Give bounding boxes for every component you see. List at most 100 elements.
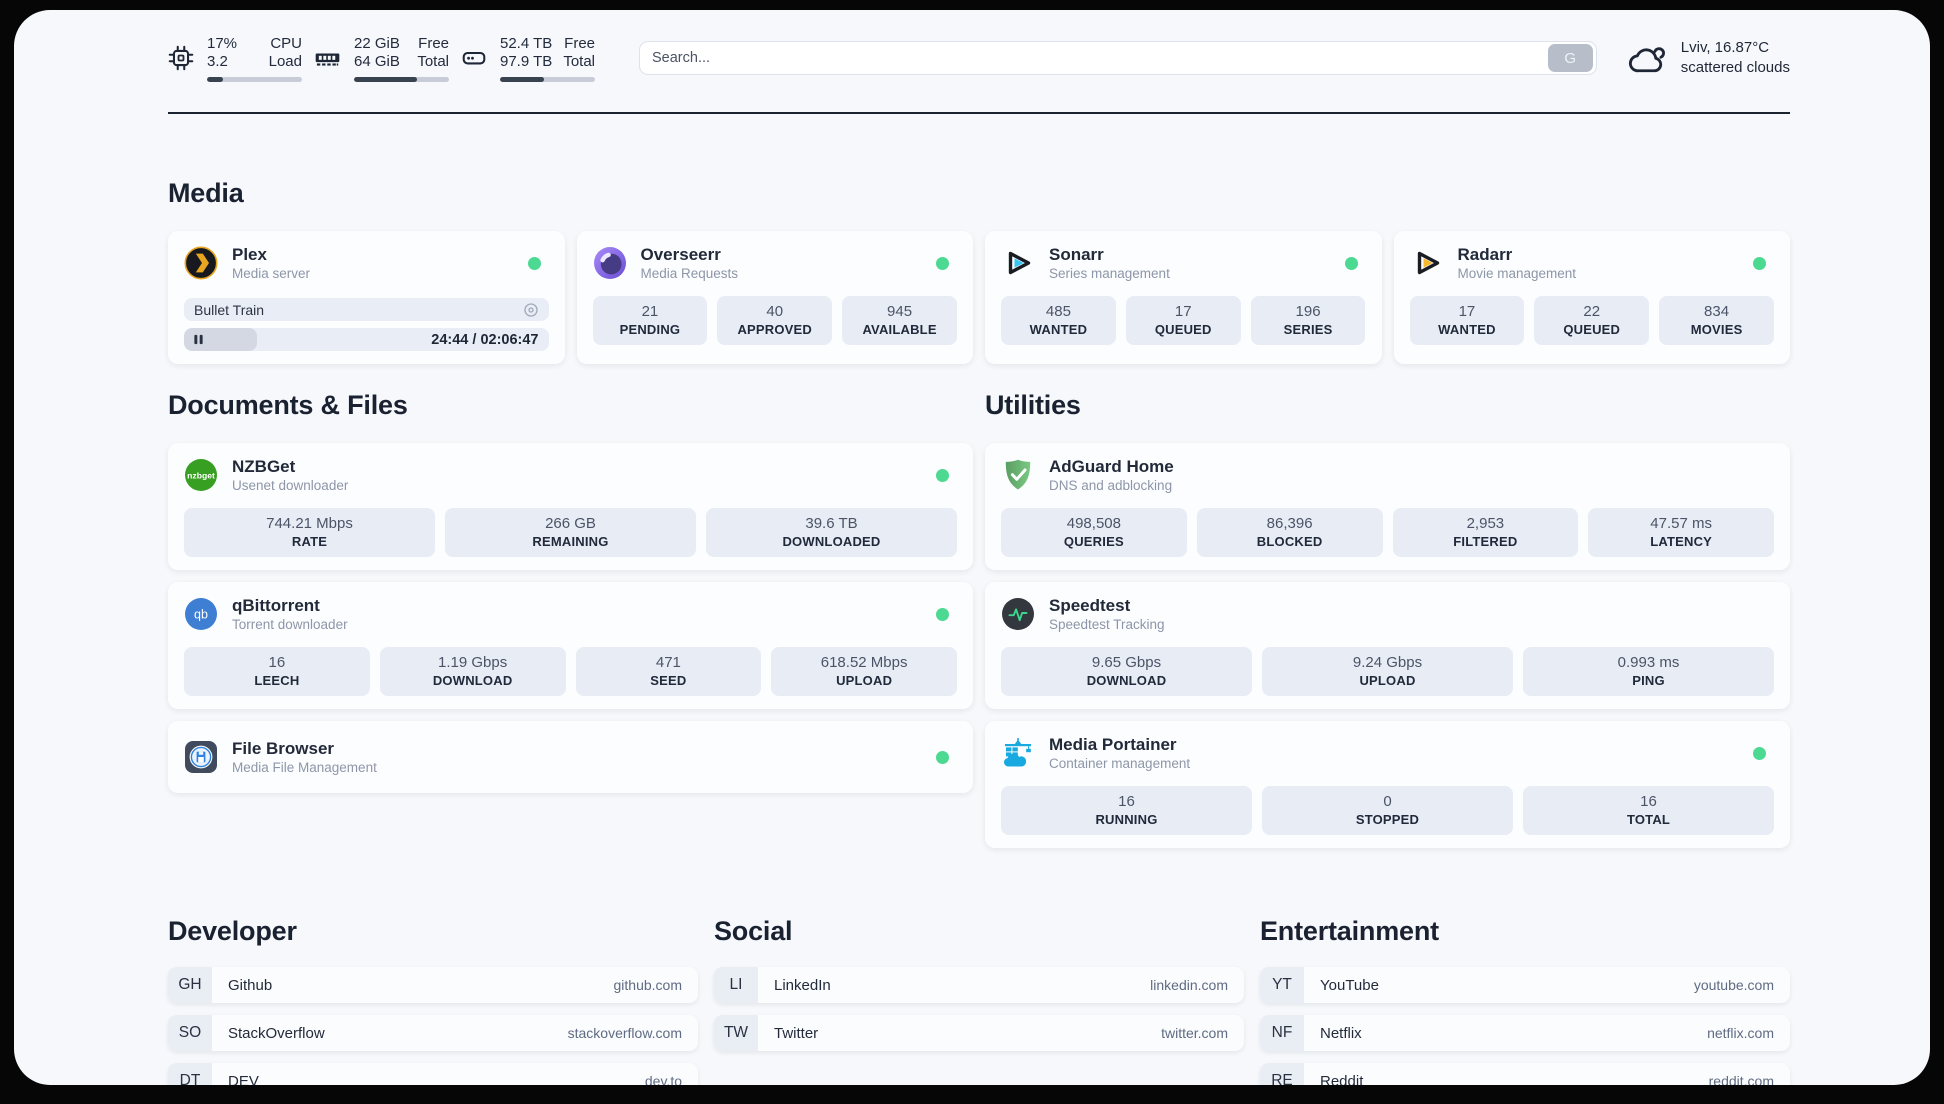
- documents-column: Documents & Files nzbget NZBGet Usenet d…: [168, 364, 973, 805]
- speedtest-icon: [1001, 597, 1035, 631]
- stat-remaining: 266 GB REMAINING: [445, 508, 696, 557]
- disk-icon: [461, 45, 487, 71]
- stat-movies: 834 MOVIES: [1659, 296, 1774, 345]
- weather-condition: scattered clouds: [1680, 59, 1790, 76]
- memory-total-label: Total: [417, 52, 449, 70]
- stat-rate: 744.21 Mbps RATE: [184, 508, 435, 557]
- qbittorrent-card[interactable]: qb qBittorrent Torrent downloader 16 LEE…: [168, 582, 973, 709]
- cpu-percent: 17%: [207, 34, 238, 52]
- stat-total: 16 TOTAL: [1523, 786, 1774, 835]
- sonarr-icon: [1001, 246, 1035, 280]
- stat-queued: 17 QUEUED: [1125, 296, 1241, 345]
- cloud-icon: [1627, 41, 1669, 75]
- search-bar[interactable]: G: [639, 41, 1597, 75]
- stat-latency: 47.57 ms LATENCY: [1588, 508, 1774, 557]
- stat-queued: 22 QUEUED: [1534, 296, 1650, 345]
- link-linkedin[interactable]: LI LinkedIn linkedin.com: [714, 967, 1244, 1003]
- status-dot: [1344, 256, 1358, 270]
- app-subtitle: Usenet downloader: [232, 478, 349, 493]
- stat-download: 1.19 Gbps DOWNLOAD: [379, 647, 566, 696]
- section-title-documents: Documents & Files: [168, 390, 408, 420]
- speedtest-card[interactable]: Speedtest Speedtest Tracking 9.65 Gbps D…: [985, 582, 1790, 709]
- memory-free-value: 22 GiB: [354, 34, 400, 52]
- disk-widget: 52.4 TB 97.9 TB Free Total: [461, 35, 595, 82]
- weather-widget: Lviv, 16.87°C scattered clouds: [1627, 38, 1790, 78]
- memory-progress-bar: [354, 76, 449, 82]
- link-abbr-badge: LI: [714, 967, 758, 1003]
- section-title-social: Social: [714, 916, 793, 946]
- stat-upload: 9.24 Gbps UPLOAD: [1262, 647, 1513, 696]
- link-stackoverflow[interactable]: SO StackOverflow stackoverflow.com: [168, 1015, 698, 1051]
- link-abbr-badge: SO: [168, 1015, 212, 1051]
- filebrowser-card[interactable]: File Browser Media File Management: [168, 721, 973, 793]
- stat-seed: 471 SEED: [575, 647, 762, 696]
- status-dot: [1753, 746, 1766, 760]
- app-subtitle: Media server: [232, 266, 311, 281]
- memory-total-value: 64 GiB: [354, 52, 400, 70]
- sonarr-card[interactable]: Sonarr Series management 485 WANTED 17 Q…: [985, 231, 1382, 364]
- media-cards-row: Plex Media server Bullet Train 24:44 / 0…: [168, 231, 1790, 364]
- adguard-card[interactable]: AdGuard Home DNS and adblocking 498,508 …: [985, 443, 1790, 570]
- link-github[interactable]: GH Github github.com: [168, 967, 698, 1003]
- disk-free-value: 52.4 TB: [500, 34, 553, 52]
- search-engine-button[interactable]: G: [1547, 44, 1593, 72]
- pause-icon[interactable]: [193, 334, 204, 345]
- stat-wanted: 485 WANTED: [1001, 296, 1116, 345]
- link-abbr-badge: TW: [714, 1015, 758, 1051]
- app-subtitle: Media Requests: [640, 266, 739, 281]
- cpu-widget: 17% 3.2 CPU Load: [168, 35, 302, 82]
- link-abbr-badge: RE: [1260, 1063, 1304, 1085]
- app-name: AdGuard Home: [1049, 457, 1174, 476]
- status-dot: [936, 256, 949, 270]
- topbar: 17% 3.2 CPU Load 22 GiB: [168, 32, 1790, 84]
- adguard-icon: [1001, 458, 1035, 492]
- link-dev[interactable]: DT DEV dev.to: [168, 1063, 698, 1085]
- app-name: File Browser: [232, 739, 335, 758]
- svg-text:qb: qb: [194, 608, 208, 622]
- disk-total-value: 97.9 TB: [500, 52, 553, 70]
- plex-card[interactable]: Plex Media server Bullet Train 24:44 / 0…: [168, 231, 565, 364]
- link-abbr-badge: GH: [168, 967, 212, 1003]
- playback-time: 24:44 / 02:06:47: [431, 331, 539, 348]
- bookmark-group-entertainment: Entertainment YT YouTube youtube.com NF …: [1260, 860, 1790, 1085]
- link-netflix[interactable]: NF Netflix netflix.com: [1260, 1015, 1790, 1051]
- stat-downloaded: 39.6 TB DOWNLOADED: [706, 508, 957, 557]
- cpu-icon: [168, 45, 194, 71]
- playback-progress-bar[interactable]: 24:44 / 02:06:47: [184, 328, 549, 351]
- link-abbr-badge: YT: [1260, 967, 1304, 1003]
- section-title-developer: Developer: [168, 916, 297, 946]
- bookmark-group-social: Social LI LinkedIn linkedin.com TW Twitt…: [714, 860, 1244, 1063]
- stat-leech: 16 LEECH: [184, 647, 370, 696]
- app-subtitle: Torrent downloader: [232, 617, 348, 632]
- memory-widget: 22 GiB 64 GiB Free Total: [314, 35, 449, 82]
- status-dot: [1753, 256, 1766, 270]
- stat-series: 196 SERIES: [1250, 296, 1366, 345]
- link-abbr-badge: DT: [168, 1063, 212, 1085]
- link-youtube[interactable]: YT YouTube youtube.com: [1260, 967, 1790, 1003]
- overseerr-card[interactable]: Overseerr Media Requests 21 PENDING 40 A…: [576, 231, 973, 364]
- svg-text:nzbget: nzbget: [187, 470, 215, 480]
- portainer-card[interactable]: Media Portainer Container management 16 …: [985, 721, 1790, 848]
- search-input[interactable]: [640, 50, 1548, 66]
- link-twitter[interactable]: TW Twitter twitter.com: [714, 1015, 1244, 1051]
- utilities-column: Utilities AdGuard Home DNS and adblockin…: [985, 364, 1790, 860]
- now-playing-title: Bullet Train: [194, 301, 265, 318]
- app-name: Speedtest: [1049, 596, 1131, 615]
- radarr-icon: [1410, 246, 1444, 280]
- link-reddit[interactable]: RE Reddit reddit.com: [1260, 1063, 1790, 1085]
- stat-ping: 0.993 ms PING: [1523, 647, 1774, 696]
- memory-icon: [314, 45, 341, 72]
- now-playing-row: Bullet Train: [184, 298, 549, 321]
- portainer-icon: [1001, 736, 1035, 770]
- app-subtitle: DNS and adblocking: [1049, 478, 1173, 493]
- disk-progress-bar: [500, 76, 595, 82]
- status-dot: [527, 256, 541, 270]
- stat-approved: 40 APPROVED: [717, 296, 833, 345]
- nzbget-card[interactable]: nzbget NZBGet Usenet downloader 744.21 M…: [168, 443, 973, 570]
- plex-icon: [184, 246, 218, 280]
- stat-pending: 21 PENDING: [592, 296, 708, 345]
- stat-filtered: 2,953 FILTERED: [1392, 508, 1579, 557]
- cpu-label: CPU: [270, 34, 302, 52]
- radarr-card[interactable]: Radarr Movie management 17 WANTED 22 QUE…: [1393, 231, 1790, 364]
- app-name: Sonarr: [1049, 245, 1104, 264]
